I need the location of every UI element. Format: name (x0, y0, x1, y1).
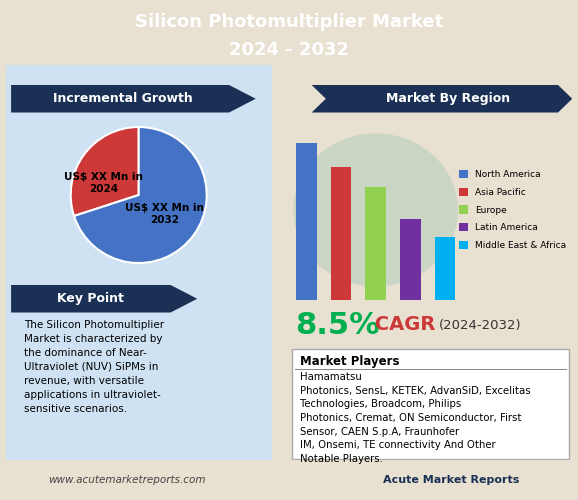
Legend: North America, Asia Pacific, Europe, Latin America, Middle East & Africa: North America, Asia Pacific, Europe, Lat… (455, 166, 570, 254)
Text: Incremental Growth: Incremental Growth (53, 92, 192, 106)
Wedge shape (71, 127, 139, 216)
Text: US$ XX Mn in
2032: US$ XX Mn in 2032 (125, 203, 204, 225)
Polygon shape (312, 85, 572, 112)
Polygon shape (11, 285, 197, 312)
Text: Market Players: Market Players (301, 356, 400, 368)
Text: 8.5%: 8.5% (295, 310, 379, 340)
Text: The Silicon Photomultiplier
Market is characterized by
the dominance of Near-
Ul: The Silicon Photomultiplier Market is ch… (24, 320, 164, 414)
Text: 2024 - 2032: 2024 - 2032 (229, 41, 349, 59)
Text: Silicon Photomultiplier Market: Silicon Photomultiplier Market (135, 13, 443, 31)
Bar (331, 167, 351, 300)
Text: Market By Region: Market By Region (386, 92, 510, 106)
Bar (296, 144, 317, 300)
Text: Key Point: Key Point (57, 292, 124, 305)
Text: US$ XX Mn in
2024: US$ XX Mn in 2024 (64, 172, 143, 194)
Text: (2024-2032): (2024-2032) (439, 318, 522, 332)
Ellipse shape (294, 134, 458, 286)
Text: Hamamatsu
Photonics, SensL, KETEK, AdvanSiD, Excelitas
Technologies, Broadcom, P: Hamamatsu Photonics, SensL, KETEK, Advan… (301, 372, 531, 464)
Polygon shape (11, 85, 255, 112)
Text: www.acutemarketreports.com: www.acutemarketreports.com (49, 475, 206, 485)
Text: Acute Market Reports: Acute Market Reports (383, 475, 519, 485)
Bar (400, 218, 421, 300)
Bar (365, 188, 386, 300)
Wedge shape (74, 127, 207, 263)
Bar (435, 238, 455, 300)
Text: CAGR: CAGR (368, 316, 442, 334)
FancyBboxPatch shape (295, 369, 566, 370)
FancyBboxPatch shape (292, 348, 569, 459)
FancyBboxPatch shape (1, 57, 277, 468)
